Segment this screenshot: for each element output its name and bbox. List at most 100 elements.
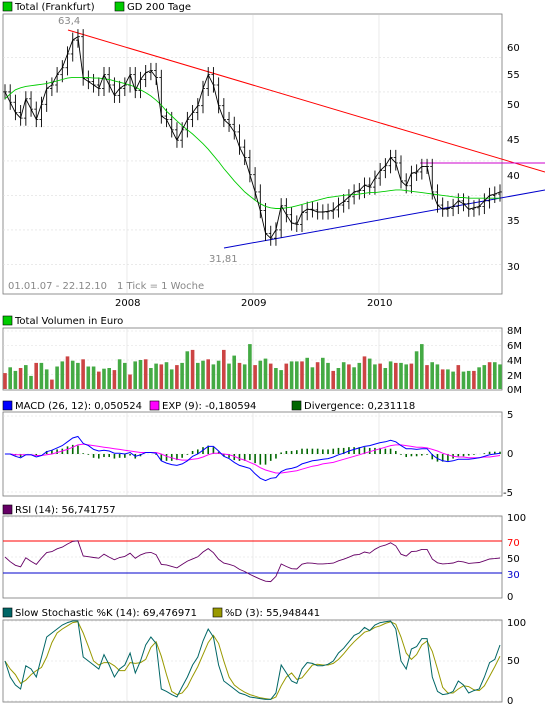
low-annotation: 31,81 xyxy=(209,254,238,265)
volume-bar xyxy=(321,357,325,389)
rsi-y-tick: 70 xyxy=(507,538,520,549)
volume-bar xyxy=(44,369,49,389)
legend-swatch-icon xyxy=(2,1,13,12)
volume-bar xyxy=(76,362,80,389)
volume-bar xyxy=(487,362,492,389)
stochastic-panel: Slow Stochastic %K (14): 69,476971 %D (3… xyxy=(2,607,526,707)
volume-bar xyxy=(227,363,231,389)
legend-swatch-icon xyxy=(2,607,13,618)
volume-bar xyxy=(216,360,221,389)
volume-y-tick: 2M xyxy=(507,371,522,382)
volume-bar xyxy=(81,359,85,389)
stochastic-gridlines xyxy=(3,620,502,702)
volume-bar xyxy=(97,371,101,389)
volume-bar xyxy=(175,365,179,389)
volume-bar xyxy=(91,366,96,389)
volume-bar xyxy=(196,362,200,389)
volume-bar xyxy=(222,349,226,389)
volume-bar xyxy=(159,364,164,389)
volume-bar xyxy=(185,351,190,389)
volume-bar xyxy=(477,367,481,390)
rsi-gridlines xyxy=(3,516,502,597)
volume-bar xyxy=(169,369,174,389)
volume-bar xyxy=(190,349,195,389)
rsi-y-tick: 50 xyxy=(507,554,520,565)
stoch-k-legend-label: Slow Stochastic %K (14): 69,476971 xyxy=(15,608,197,619)
volume-bar xyxy=(258,360,263,389)
volume-bar xyxy=(493,362,497,389)
volume-y-tick: 8M xyxy=(507,326,522,337)
rsi-y-tick: 100 xyxy=(507,513,526,524)
volume-bar xyxy=(232,355,236,389)
volume-bar xyxy=(34,362,38,389)
rsi-y-axis: 100 70 50 30 0 xyxy=(507,513,526,603)
volume-bar xyxy=(102,368,106,389)
volume-bar xyxy=(440,369,445,389)
volume-bar xyxy=(289,361,294,389)
volume-bar xyxy=(331,370,335,389)
volume-bar xyxy=(65,356,70,389)
volume-bar xyxy=(112,370,117,389)
volume-bar xyxy=(357,362,362,389)
volume-y-axis: 8M 6M 4M 2M 0M xyxy=(507,326,522,396)
volume-panel: Total Volumen in Euro 8M 6M 4M 2M 0M xyxy=(2,315,522,396)
volume-bar xyxy=(180,362,184,389)
price-x-tick: 2009 xyxy=(241,298,266,309)
price-y-tick: 50 xyxy=(507,100,520,111)
volume-bar xyxy=(263,358,268,389)
support-trendline xyxy=(223,189,545,249)
volume-bar xyxy=(123,362,127,389)
volume-bar xyxy=(409,363,414,389)
stoch-d-legend-label: %D (3): 55,948441 xyxy=(225,608,320,619)
volume-bar xyxy=(149,368,153,389)
price-y-tick: 35 xyxy=(507,216,520,227)
volume-bar xyxy=(347,364,351,389)
legend-swatch-icon xyxy=(114,1,125,12)
price-x-tick: 2008 xyxy=(115,298,140,309)
legend-swatch-icon xyxy=(149,400,160,411)
volume-bar xyxy=(373,364,377,389)
rsi-legend-label: RSI (14): 56,741757 xyxy=(15,505,116,516)
volume-bar xyxy=(430,362,434,389)
volume-bar xyxy=(367,358,372,389)
volume-bar xyxy=(164,362,169,389)
volume-bar xyxy=(466,370,471,389)
resistance-trendline xyxy=(67,29,545,173)
volume-bar xyxy=(414,351,419,389)
stoch-y-tick: 0 xyxy=(507,696,513,707)
volume-y-tick: 6M xyxy=(507,341,522,352)
volume-bar xyxy=(70,360,75,389)
rsi-y-tick: 0 xyxy=(507,592,513,603)
macd-panel: MACD (26, 12): 0,050524 EXP (9): -0,1805… xyxy=(2,400,513,499)
volume-bar xyxy=(352,367,356,390)
exp-legend-label: EXP (9): -0,180594 xyxy=(162,401,256,412)
volume-bar xyxy=(50,379,54,389)
volume-bar xyxy=(310,367,315,390)
volume-bar xyxy=(362,356,367,389)
volume-bar xyxy=(341,362,346,389)
volume-bars xyxy=(3,344,502,390)
volume-bar xyxy=(383,368,388,389)
legend-swatch-icon xyxy=(2,315,13,326)
macd-y-axis: 5 0 -5 xyxy=(503,410,513,499)
volume-bar xyxy=(29,375,33,389)
volume-plot-frame xyxy=(2,327,503,391)
stoch-y-tick: 50 xyxy=(507,656,520,667)
price-y-axis: 60 55 50 45 40 35 30 xyxy=(507,43,520,273)
price-trendlines xyxy=(67,29,545,249)
stochastic-y-axis: 100 50 0 xyxy=(507,618,526,707)
volume-bar xyxy=(143,359,148,389)
volume-bar xyxy=(394,362,398,389)
volume-bar xyxy=(284,363,289,389)
price-x-tick: 2010 xyxy=(367,298,392,309)
stoch-k-line xyxy=(4,620,501,700)
volume-bar xyxy=(237,362,242,389)
volume-bar xyxy=(3,373,7,389)
volume-bar xyxy=(86,366,91,389)
volume-bar xyxy=(420,344,424,389)
macd-y-tick: -5 xyxy=(503,488,513,499)
volume-bar xyxy=(435,364,440,389)
volume-bar xyxy=(39,362,44,389)
legend-swatch-icon xyxy=(291,400,302,411)
